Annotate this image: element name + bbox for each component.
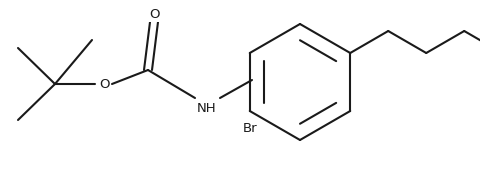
Text: Br: Br	[242, 123, 257, 136]
Text: O: O	[99, 78, 109, 91]
Text: O: O	[149, 7, 159, 20]
Text: NH: NH	[197, 102, 217, 115]
